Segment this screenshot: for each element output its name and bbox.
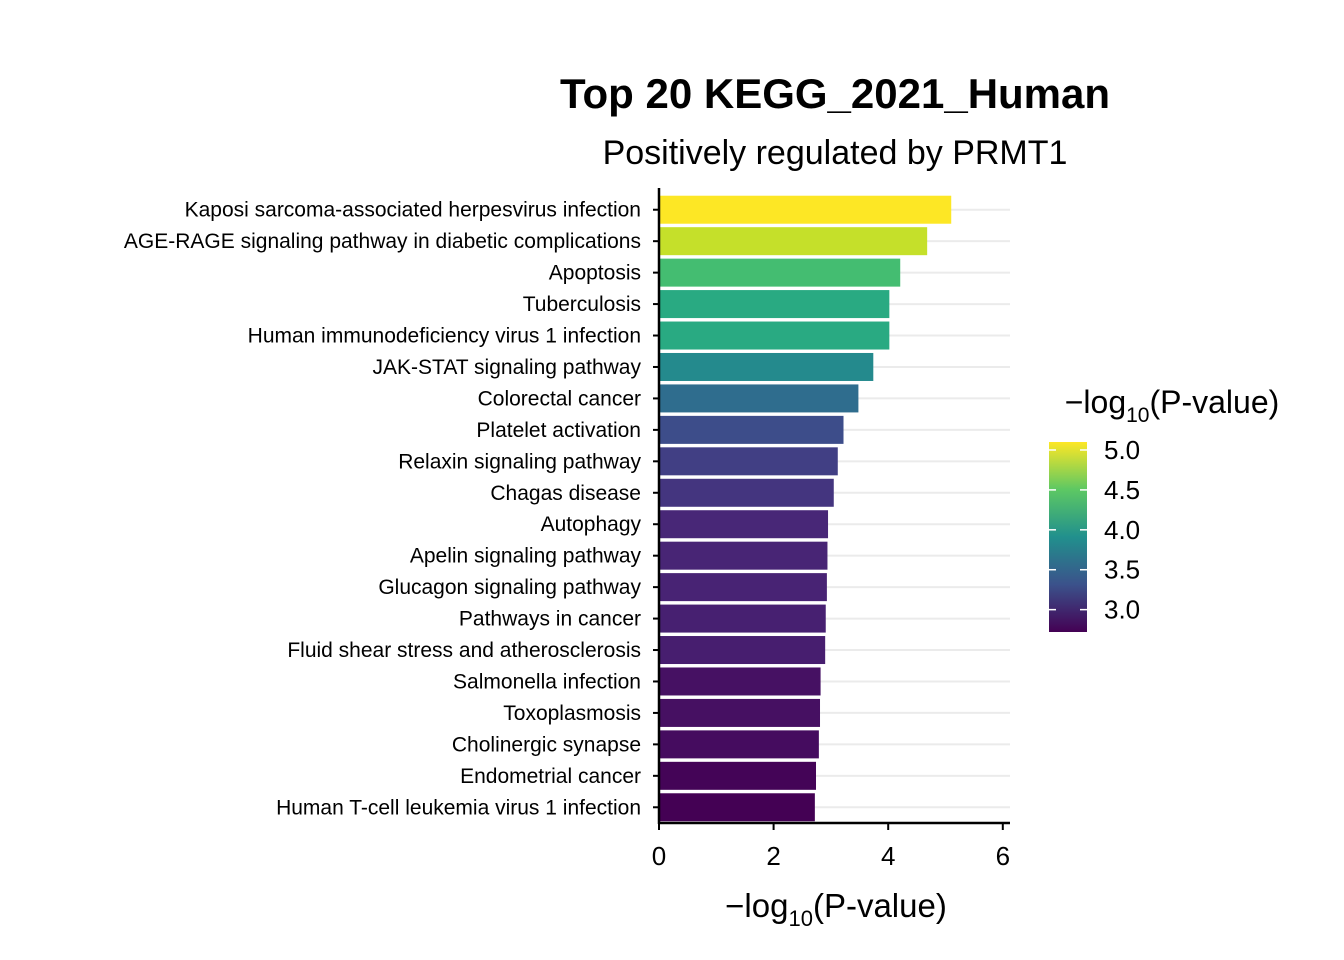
category-label-apelin-signaling-pathway: Apelin signaling pathway: [410, 545, 642, 568]
category-label-human-immunodeficiency-virus-1-infection: Human immunodeficiency virus 1 infection: [248, 325, 641, 348]
category-label-chagas-disease: Chagas disease: [490, 482, 641, 505]
category-label-toxoplasmosis: Toxoplasmosis: [503, 702, 641, 725]
axes: [653, 188, 1010, 825]
bar-jak-stat-signaling-pathway: [659, 352, 874, 381]
x-tick-label-6: 6: [996, 841, 1010, 871]
legend-colorbar: [1049, 442, 1087, 632]
x-tick-label-4: 4: [881, 841, 895, 871]
category-label-age-rage-signaling-pathway-in-diabetic-complications: AGE-RAGE signaling pathway in diabetic c…: [124, 230, 641, 253]
x-axis-title-suffix: (P-value): [813, 887, 947, 924]
bar-tuberculosis: [659, 290, 890, 319]
bars: [659, 195, 952, 822]
legend-title-prefix: −log: [1065, 384, 1126, 420]
bar-human-immunodeficiency-virus-1-infection: [659, 321, 890, 350]
bar-fluid-shear-stress-and-atherosclerosis: [659, 636, 826, 665]
bar-cholinergic-synapse: [659, 730, 819, 759]
x-tick-label-2: 2: [766, 841, 780, 871]
bar-glucagon-signaling-pathway: [659, 573, 827, 602]
category-labels: Kaposi sarcoma-associated herpesvirus in…: [124, 199, 642, 820]
category-label-fluid-shear-stress-and-atherosclerosis: Fluid shear stress and atherosclerosis: [287, 639, 641, 662]
legend-tick-label-4-5: 4.5: [1104, 475, 1140, 505]
bar-apelin-signaling-pathway: [659, 541, 828, 570]
legend-tick-label-3-0: 3.0: [1104, 595, 1140, 625]
category-label-tuberculosis: Tuberculosis: [523, 293, 641, 316]
x-tick-label-0: 0: [652, 841, 666, 871]
x-axis-title-prefix: −log: [725, 887, 788, 924]
bar-platelet-activation: [659, 415, 844, 444]
legend-tick-label-4-0: 4.0: [1104, 515, 1140, 545]
bar-salmonella-infection: [659, 667, 821, 696]
category-label-cholinergic-synapse: Cholinergic synapse: [452, 733, 641, 756]
bar-age-rage-signaling-pathway-in-diabetic-complications: [659, 227, 928, 256]
legend-title-sub: 10: [1126, 404, 1149, 427]
x-axis-title-sub: 10: [788, 906, 812, 931]
category-label-platelet-activation: Platelet activation: [476, 419, 641, 442]
category-label-jak-stat-signaling-pathway: JAK-STAT signaling pathway: [373, 356, 642, 379]
category-label-salmonella-infection: Salmonella infection: [453, 670, 641, 693]
chart-subtitle: Positively regulated by PRMT1: [602, 134, 1068, 172]
legend-ticks: 5.0 4.5 4.0 3.5 3.0: [1049, 435, 1140, 625]
bar-pathways-in-cancer: [659, 604, 826, 633]
category-label-endometrial-cancer: Endometrial cancer: [460, 765, 641, 788]
bar-autophagy: [659, 510, 829, 539]
category-label-colorectal-cancer: Colorectal cancer: [478, 387, 641, 410]
bar-colorectal-cancer: [659, 384, 859, 413]
category-label-human-t-cell-leukemia-virus-1-infection: Human T-cell leukemia virus 1 infection: [276, 796, 641, 819]
bar-toxoplasmosis: [659, 698, 821, 727]
bar-relaxin-signaling-pathway: [659, 447, 838, 476]
category-label-glucagon-signaling-pathway: Glucagon signaling pathway: [378, 576, 641, 599]
legend-tick-label-3-5: 3.5: [1104, 555, 1140, 585]
category-label-apoptosis: Apoptosis: [549, 262, 641, 285]
x-axis-title: −log10(P-value): [725, 887, 947, 931]
legend-title: −log10(P-value): [1065, 384, 1280, 427]
bar-kaposi-sarcoma-associated-herpesvirus-infection: [659, 195, 952, 224]
legend-title-suffix: (P-value): [1149, 384, 1279, 420]
color-legend: −log10(P-value) 5.0 4.5 4.0 3.5 3.0: [1049, 384, 1279, 632]
bar-human-t-cell-leukemia-virus-1-infection: [659, 793, 815, 822]
x-tick-labels: 0 2 4 6: [652, 823, 1010, 871]
bar-endometrial-cancer: [659, 761, 817, 790]
category-label-pathways-in-cancer: Pathways in cancer: [459, 608, 641, 631]
category-label-autophagy: Autophagy: [541, 513, 642, 536]
chart-title: Top 20 KEGG_2021_Human: [559, 70, 1111, 117]
bar-apoptosis: [659, 258, 901, 287]
bar-chagas-disease: [659, 478, 834, 507]
category-label-kaposi-sarcoma-associated-herpesvirus-infection: Kaposi sarcoma-associated herpesvirus in…: [185, 199, 641, 222]
legend-tick-label-5-0: 5.0: [1104, 435, 1140, 465]
category-label-relaxin-signaling-pathway: Relaxin signaling pathway: [398, 450, 641, 473]
